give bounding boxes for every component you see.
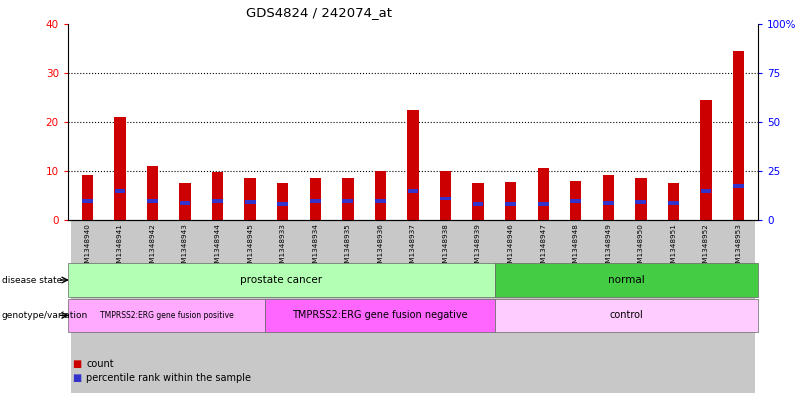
Bar xyxy=(472,202,484,206)
Bar xyxy=(364,220,397,393)
Bar xyxy=(397,220,429,393)
Text: GDS4824 / 242074_at: GDS4824 / 242074_at xyxy=(247,6,392,19)
Bar xyxy=(147,199,158,203)
Bar xyxy=(527,220,559,393)
Bar xyxy=(212,199,223,203)
Bar xyxy=(559,220,592,393)
Bar xyxy=(375,171,386,220)
Bar xyxy=(81,175,93,220)
Bar xyxy=(440,171,451,220)
Bar xyxy=(277,183,288,220)
Bar xyxy=(733,184,744,188)
Bar xyxy=(625,220,658,393)
Bar xyxy=(570,181,582,220)
Bar xyxy=(429,220,462,393)
Text: ■: ■ xyxy=(72,373,81,383)
Bar xyxy=(310,199,321,203)
Bar xyxy=(701,189,712,193)
Bar xyxy=(168,220,201,393)
Bar xyxy=(212,172,223,220)
Bar xyxy=(71,220,104,393)
Bar xyxy=(602,175,614,220)
Bar xyxy=(104,220,136,393)
Text: ■: ■ xyxy=(72,358,81,369)
Bar xyxy=(635,178,646,220)
Bar xyxy=(299,220,331,393)
Bar xyxy=(538,169,549,220)
Bar xyxy=(603,201,614,205)
Bar xyxy=(342,199,354,203)
Bar xyxy=(592,220,625,393)
Bar xyxy=(495,220,527,393)
Bar xyxy=(668,201,679,205)
Bar xyxy=(342,178,354,220)
Bar xyxy=(733,51,745,220)
Bar xyxy=(278,202,288,206)
Bar xyxy=(701,100,712,220)
Bar xyxy=(234,220,267,393)
Bar xyxy=(440,196,451,200)
Text: TMPRSS2:ERG gene fusion positive: TMPRSS2:ERG gene fusion positive xyxy=(100,311,233,320)
Bar xyxy=(722,220,755,393)
Text: disease state: disease state xyxy=(2,275,62,285)
Bar xyxy=(201,220,234,393)
Text: prostate cancer: prostate cancer xyxy=(240,275,322,285)
Bar xyxy=(408,189,418,193)
Bar xyxy=(331,220,364,393)
Bar xyxy=(571,199,581,203)
Bar xyxy=(668,183,679,220)
Bar xyxy=(136,220,168,393)
Bar xyxy=(462,220,495,393)
Text: TMPRSS2:ERG gene fusion negative: TMPRSS2:ERG gene fusion negative xyxy=(292,310,468,320)
Bar xyxy=(472,183,484,220)
Bar xyxy=(505,202,516,206)
Bar xyxy=(689,220,722,393)
Bar xyxy=(658,220,689,393)
Bar xyxy=(244,178,256,220)
Bar xyxy=(180,201,191,205)
Text: normal: normal xyxy=(608,275,645,285)
Text: genotype/variation: genotype/variation xyxy=(2,311,88,320)
Bar xyxy=(635,200,646,204)
Text: percentile rank within the sample: percentile rank within the sample xyxy=(86,373,251,383)
Bar xyxy=(114,189,125,193)
Bar xyxy=(82,199,93,203)
Bar xyxy=(505,182,516,220)
Bar xyxy=(180,183,191,220)
Text: count: count xyxy=(86,358,114,369)
Bar xyxy=(114,117,125,220)
Text: control: control xyxy=(610,310,643,320)
Bar xyxy=(375,199,385,203)
Bar xyxy=(310,178,321,220)
Bar xyxy=(538,202,548,206)
Bar xyxy=(407,110,419,220)
Bar xyxy=(267,220,299,393)
Bar xyxy=(245,200,255,204)
Bar xyxy=(147,166,158,220)
